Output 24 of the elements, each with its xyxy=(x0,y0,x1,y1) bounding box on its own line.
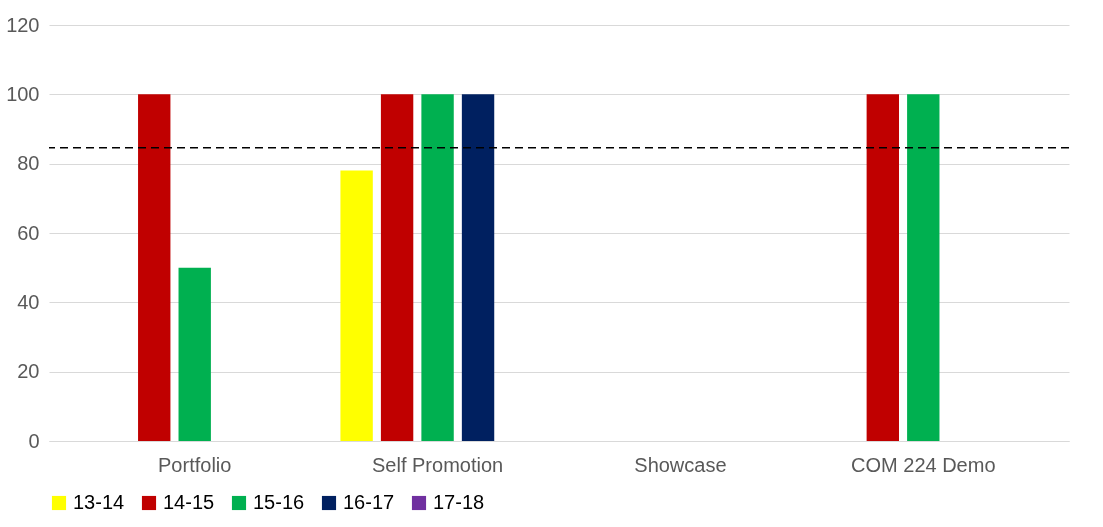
y-tick-label: 40 xyxy=(17,290,40,313)
bar xyxy=(380,94,414,441)
x-tick-label: Self Promotion xyxy=(371,453,504,476)
y-tick-label: 80 xyxy=(17,152,40,175)
y-tick-label: 20 xyxy=(17,360,40,383)
bar xyxy=(178,267,211,441)
x-tick-label: Portfolio xyxy=(158,453,232,476)
legend-label: 13-14 xyxy=(73,491,125,513)
legend-label: 15-16 xyxy=(253,491,305,513)
bar xyxy=(866,94,899,441)
bar xyxy=(907,94,940,441)
bar xyxy=(461,94,495,441)
y-tick-label: 100 xyxy=(6,82,40,105)
legend-label: 17-18 xyxy=(433,491,485,513)
bar xyxy=(340,170,373,441)
x-tick-label: Showcase xyxy=(634,453,727,476)
y-tick-label: 120 xyxy=(6,13,40,36)
bar xyxy=(421,94,454,441)
bar xyxy=(138,94,171,441)
x-tick-label: COM 224 Demo xyxy=(851,453,996,476)
legend-label: 16-17 xyxy=(343,491,395,513)
y-tick-label: 0 xyxy=(28,429,40,452)
y-tick-label: 60 xyxy=(17,221,40,244)
legend-label: 14-15 xyxy=(163,491,215,513)
